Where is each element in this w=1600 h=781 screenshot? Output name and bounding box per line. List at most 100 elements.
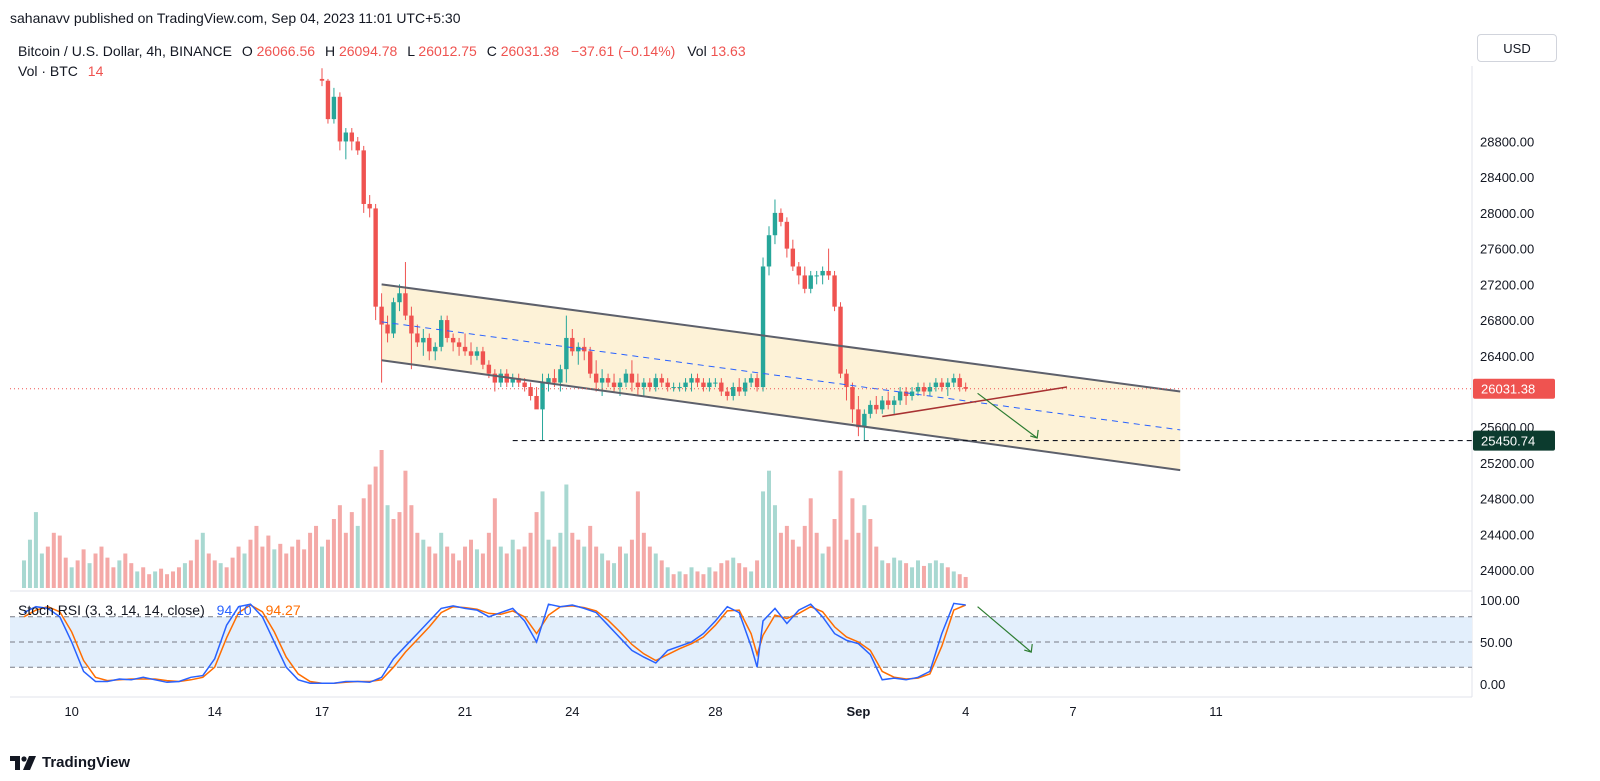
candle-body (373, 208, 378, 307)
volume-bar (540, 491, 545, 588)
time-tick-label: 10 (64, 704, 78, 719)
channel-fill (381, 284, 1181, 471)
candle-body (540, 382, 545, 410)
volume-bar (910, 567, 915, 588)
candles (319, 68, 968, 441)
candle-body (897, 391, 903, 401)
volume-bar (719, 563, 724, 588)
volume-bar (236, 546, 241, 588)
candle-body (528, 387, 533, 396)
volume-bar (755, 560, 760, 588)
volume-bar (588, 525, 593, 588)
volume-bar (325, 539, 330, 588)
volume-bar (153, 571, 158, 588)
volume-bar (582, 546, 587, 588)
candle-body (409, 315, 414, 334)
candle-body (641, 382, 647, 388)
candle-body (576, 346, 581, 352)
volume-bar (880, 560, 885, 588)
price-tick-label: 26800.00 (1480, 313, 1534, 328)
volume-bar (653, 553, 658, 588)
volume-bar (69, 567, 74, 588)
volume-bar (266, 535, 271, 588)
candle-body (868, 404, 873, 414)
volume-bar (397, 512, 402, 588)
volume-bar (445, 546, 450, 588)
volume-bar (957, 574, 962, 588)
price-tick-label: 25200.00 (1480, 456, 1534, 471)
volume-bar (123, 553, 128, 588)
candle-body (319, 78, 325, 81)
stoch-rsi-pane (10, 602, 1472, 684)
current-price-label-bg (1473, 378, 1555, 399)
volume-bar (355, 525, 360, 588)
volume-bar (677, 571, 682, 588)
volume-bar (558, 532, 563, 588)
price-tick-label: 24400.00 (1480, 527, 1534, 542)
volume-bar (534, 512, 539, 588)
candle-body (486, 364, 492, 374)
candle-body (331, 96, 337, 120)
candle-body (605, 378, 611, 383)
candle-body (599, 378, 605, 383)
high-label: H (325, 43, 335, 59)
volume-bar (647, 546, 652, 588)
time-tick-label: 21 (458, 704, 472, 719)
candle-body (474, 351, 480, 356)
volume-bar (176, 567, 181, 588)
volume-bar (856, 532, 861, 588)
vol-label: Vol (687, 43, 706, 59)
channel-layer (381, 284, 1181, 471)
volume-bar (612, 563, 617, 588)
time-axis: 10 14 17 21 24 28 Sep 4 7 11 (64, 704, 1222, 719)
low-label: L (407, 43, 415, 59)
volume-bar (409, 505, 414, 588)
volume-bar (874, 546, 879, 588)
volume-bar (802, 525, 807, 588)
volume-bar (451, 553, 456, 588)
volume-bar (832, 519, 837, 588)
volume-bar (904, 563, 909, 588)
vol-series-label: Vol · BTC (18, 63, 78, 79)
volume-bar (886, 563, 891, 588)
currency-button[interactable]: USD (1477, 34, 1557, 62)
volume-bar (463, 546, 468, 588)
volume-bar (284, 553, 289, 588)
volume-bar (296, 539, 301, 588)
price-tick-label: 28800.00 (1480, 134, 1534, 149)
volume-bar (93, 553, 98, 588)
volume-bar (331, 519, 336, 588)
volume-legend: Vol · BTC 14 (18, 63, 104, 79)
price-tick-label: 26400.00 (1480, 349, 1534, 364)
volume-bar (576, 539, 581, 588)
candle-body (862, 413, 867, 428)
volume-bar (826, 546, 831, 588)
candle-body (433, 346, 438, 352)
candle-body (796, 266, 801, 276)
candle-body (748, 378, 754, 383)
volume-bar (337, 505, 342, 588)
volume-bar (838, 470, 843, 588)
candle-body (951, 378, 956, 383)
volume-bar (87, 563, 92, 588)
footer-brand: TradingView (42, 754, 131, 771)
price-tick-label: 28000.00 (1480, 206, 1534, 221)
volume-bar (689, 567, 694, 588)
candle-body (480, 351, 486, 365)
volume-bar (391, 519, 396, 588)
volume-bar (892, 557, 897, 588)
candle-body (874, 404, 879, 410)
candle-body (367, 203, 372, 209)
candle-body (593, 373, 599, 383)
volume-bar (188, 560, 193, 588)
candle-body (772, 212, 778, 236)
volume-bar (33, 512, 38, 588)
volume-bar (701, 574, 706, 588)
candle-body (719, 382, 724, 392)
volume-bar (635, 491, 640, 588)
candle-body (814, 275, 819, 277)
candle-body (588, 351, 593, 374)
tradingview-logo[interactable]: TradingView (10, 754, 130, 771)
candle-body (444, 320, 450, 338)
